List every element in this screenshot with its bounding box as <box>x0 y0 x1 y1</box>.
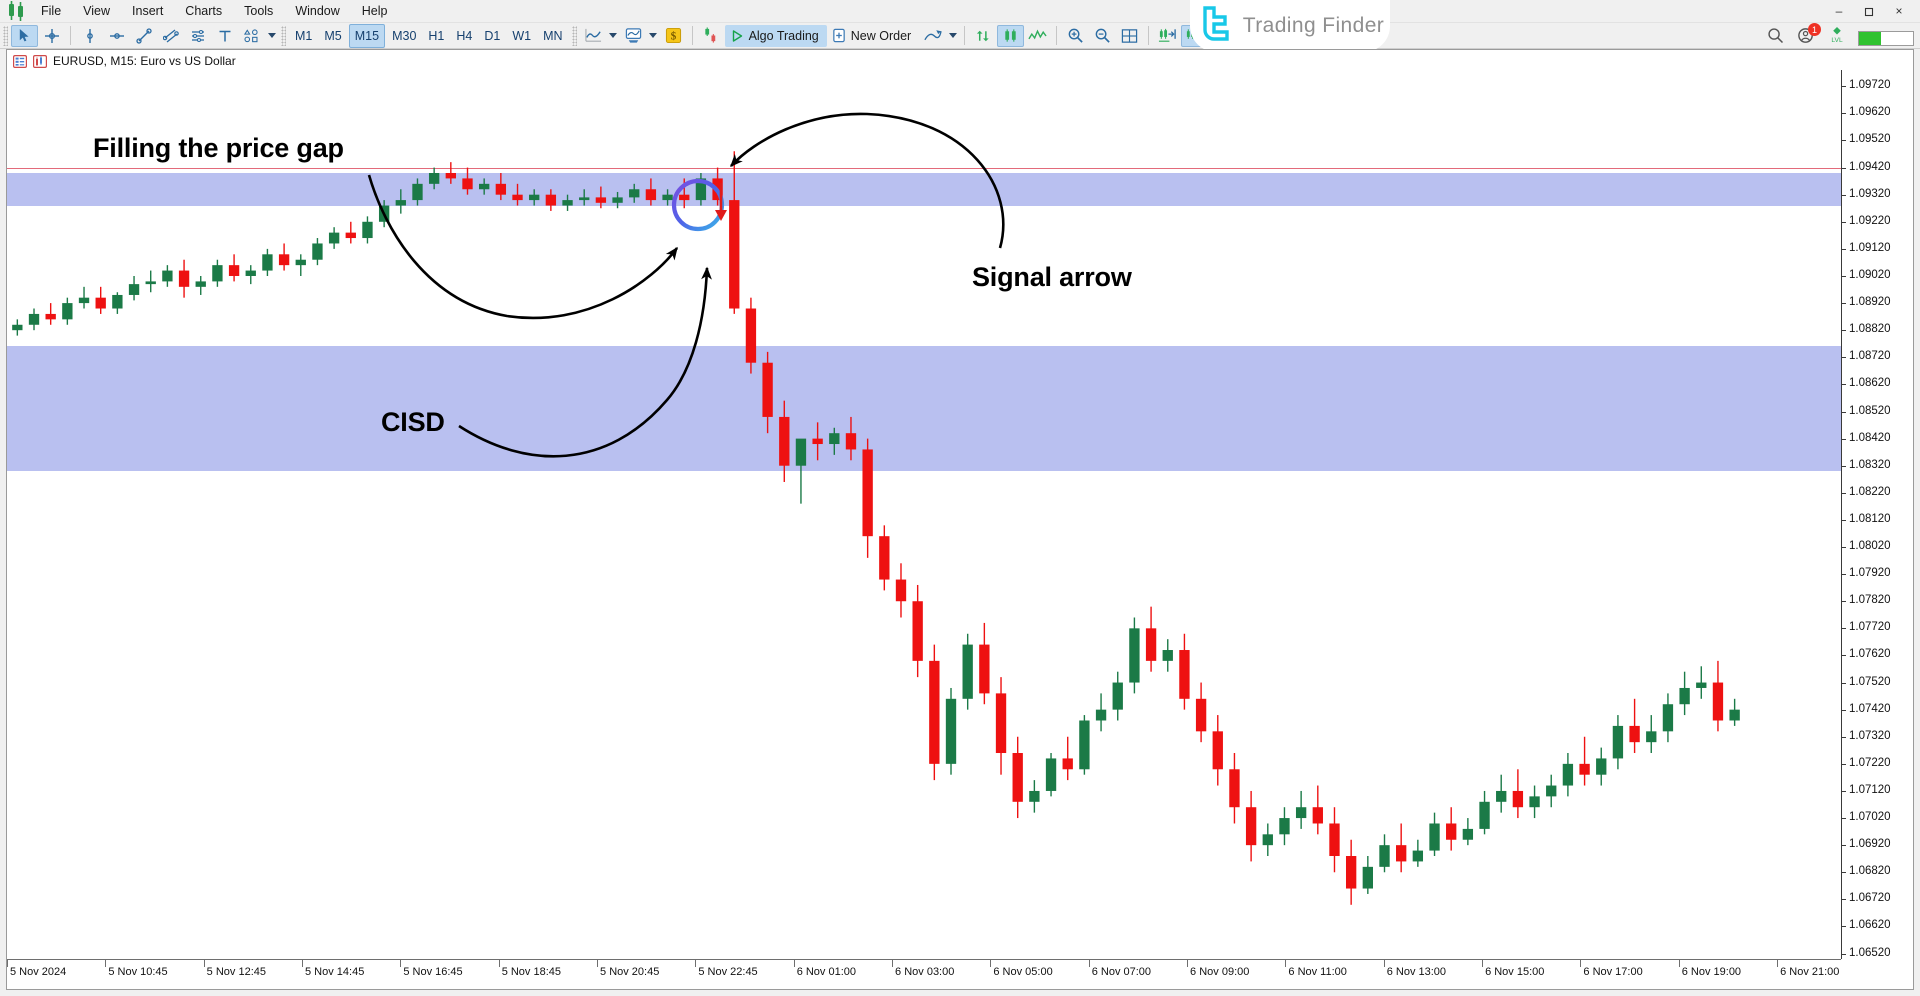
algo-trading-label: Algo Trading <box>748 28 819 43</box>
chart-window-icon <box>33 54 47 68</box>
equidistant-channel-icon[interactable] <box>157 25 184 47</box>
window-controls: – × <box>1824 2 1914 20</box>
menu-bar: File View Insert Charts Tools Window Hel… <box>0 0 1920 23</box>
indicators-icon[interactable] <box>620 25 647 47</box>
crosshair-icon[interactable] <box>38 25 65 47</box>
fibonacci-retracement-icon[interactable] <box>184 25 211 47</box>
vertical-line-icon[interactable] <box>76 25 103 47</box>
toolbar-drag-handle[interactable] <box>3 25 8 46</box>
zoom-in-icon[interactable] <box>1062 25 1089 47</box>
chart-symbol-label: EURUSD, M15: Euro vs US Dollar <box>53 54 236 68</box>
new-order-button[interactable]: New Order <box>827 25 919 47</box>
close-button[interactable]: × <box>1895 4 1903 18</box>
toolbar-drag-handle-2[interactable] <box>281 25 286 46</box>
search-icon[interactable] <box>1767 27 1784 49</box>
timeframe-mn[interactable]: MN <box>543 28 563 43</box>
resistance-line <box>7 167 1841 169</box>
toolbar-separator-3 <box>964 26 966 45</box>
time-axis[interactable]: 5 Nov 2024 5 Nov 10:45 5 Nov 12:45 5 Nov 14… <box>7 959 1841 989</box>
chart-type-dropdown-caret-icon[interactable] <box>607 25 620 47</box>
step-forward-icon[interactable] <box>1154 25 1181 47</box>
shapes-dropdown-caret-icon[interactable] <box>265 25 278 47</box>
new-order-label: New Order <box>850 28 912 43</box>
play-icon <box>732 29 742 42</box>
trading-finder-brand: Trading Finder <box>1190 0 1390 52</box>
trendline-icon[interactable] <box>130 25 157 47</box>
timeframe-m30[interactable]: M30 <box>392 28 417 43</box>
cursor-icon[interactable] <box>11 24 38 47</box>
auto-scroll-icon[interactable] <box>919 25 946 47</box>
horizontal-line-icon[interactable] <box>103 25 130 47</box>
timeframe-m1[interactable]: M1 <box>295 28 313 43</box>
chart-shift-icon[interactable] <box>970 25 997 47</box>
shapes-icon[interactable] <box>238 25 265 47</box>
chart-title-bar: EURUSD, M15: Euro vs US Dollar <box>13 53 236 69</box>
new-order-icon <box>832 28 845 43</box>
maximize-button[interactable] <box>1854 2 1884 20</box>
menu-item-insert[interactable]: Insert <box>132 3 164 18</box>
status-strip: 1 LVL <box>1767 23 1914 50</box>
toolbar-separator-1 <box>70 26 71 45</box>
annotation-signal-arrow: Signal arrow <box>972 262 1132 292</box>
auto-scroll-dropdown-caret-icon[interactable] <box>946 25 959 47</box>
metatrader-logo-icon <box>4 1 30 21</box>
price-axis[interactable]: 1.09720 1.09620 1.09520 1.09420 1.09320 1.092… <box>1841 70 1913 959</box>
indicators-dropdown-caret-icon[interactable] <box>647 25 660 47</box>
dollar-icon[interactable]: $ <box>660 25 687 47</box>
lower-order-block-zone <box>7 346 1841 472</box>
depth-of-market-icon[interactable] <box>698 25 725 47</box>
menu-item-help[interactable]: Help <box>361 3 388 18</box>
notifications-icon[interactable]: 1 <box>1797 23 1821 50</box>
notifications-badge: 1 <box>1808 23 1821 36</box>
timeframe-w1[interactable]: W1 <box>512 28 532 43</box>
line-chart-icon[interactable] <box>580 25 607 47</box>
connection-strength-bar[interactable] <box>1858 30 1914 46</box>
menu-item-charts[interactable]: Charts <box>185 3 223 18</box>
level-indicator-icon[interactable]: LVL <box>1829 26 1845 50</box>
toolbar-separator-5 <box>1148 26 1150 45</box>
chart-plot-area[interactable] <box>7 70 1841 959</box>
timeframe-d1[interactable]: D1 <box>484 28 501 43</box>
tile-windows-icon[interactable] <box>1116 25 1143 47</box>
toolbar-drag-handle-3[interactable] <box>571 25 577 46</box>
text-label-icon[interactable] <box>211 25 238 47</box>
menu-item-view[interactable]: View <box>83 3 111 18</box>
brand-name: Trading Finder <box>1242 14 1385 37</box>
menu-item-tools[interactable]: Tools <box>244 3 274 18</box>
timeframe-h4[interactable]: H4 <box>456 28 473 43</box>
menu-item-window[interactable]: Window <box>295 3 340 18</box>
algo-trading-button[interactable]: Algo Trading <box>724 24 827 47</box>
timeframe-h1[interactable]: H1 <box>428 28 445 43</box>
svg-text:$: $ <box>670 31 676 43</box>
minimize-button[interactable]: – <box>1835 4 1843 18</box>
main-toolbar: M1 M5 M15 M30 H1 H4 D1 W1 MN $ <box>0 23 1920 49</box>
upper-gap-zone <box>7 172 1841 206</box>
trading-finder-logo-icon <box>1203 6 1229 41</box>
chart-window: EURUSD, M15: Euro vs US Dollar <box>6 49 1914 990</box>
svg-text:LVL: LVL <box>1831 37 1843 44</box>
timeframe-m15[interactable]: M15 <box>348 23 386 48</box>
bar-chart-icon[interactable] <box>1024 25 1051 47</box>
menu-item-file[interactable]: File <box>41 3 62 18</box>
symbol-properties-icon <box>13 54 27 68</box>
candlestick-icon[interactable] <box>997 24 1025 47</box>
annotation-cisd: CISD <box>381 407 445 437</box>
toolbar-separator-2 <box>691 26 693 45</box>
annotation-filling-the-price-gap: Filling the price gap <box>93 133 344 163</box>
toolbar-separator-4 <box>1056 26 1058 45</box>
timeframe-m5[interactable]: M5 <box>324 28 342 43</box>
zoom-out-icon[interactable] <box>1089 25 1116 47</box>
